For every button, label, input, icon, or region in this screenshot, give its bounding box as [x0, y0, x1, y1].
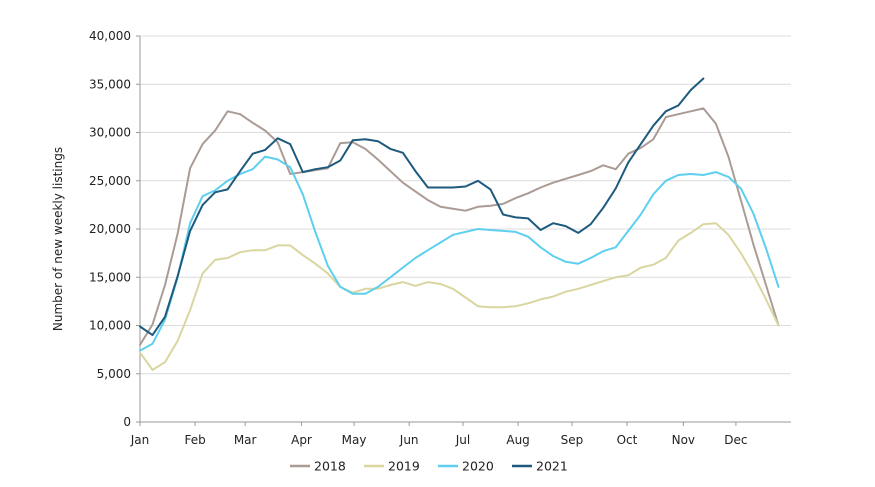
y-tick-label: 25,000	[89, 174, 131, 188]
y-tick-label: 40,000	[89, 29, 131, 43]
legend-label-2018: 2018	[314, 459, 346, 474]
legend-label-2019: 2019	[388, 459, 420, 474]
y-tick-labels: 0 5,000 10,000 15,000 20,000 25,000 30,000 35,0…	[89, 29, 140, 429]
y-tick-label: 10,000	[89, 319, 131, 333]
x-tick-label: Jan	[130, 433, 150, 447]
y-tick-label: 20,000	[89, 222, 131, 236]
x-tick-label: Mar	[234, 433, 257, 447]
series-lines	[139, 77, 780, 371]
x-tick-label: Nov	[672, 433, 695, 447]
y-tick-label: 15,000	[89, 270, 131, 284]
y-tick-label: 35,000	[89, 77, 131, 91]
legend-label-2020: 2020	[462, 459, 494, 474]
y-axis-title: Number of new weekly listings	[51, 147, 65, 331]
x-tick-label: Apr	[291, 433, 312, 447]
series-line-2019	[139, 222, 780, 371]
x-tick-label: Sep	[561, 433, 584, 447]
x-tick-label: Feb	[184, 433, 205, 447]
series-line-2018	[139, 107, 780, 346]
series-line-2021	[139, 77, 705, 337]
y-tick-label: 30,000	[89, 126, 131, 140]
gridlines	[140, 35, 791, 375]
x-tick-label: Oct	[617, 433, 638, 447]
x-tick-labels: Jan Feb Mar Apr May Jun Jul Aug Sep Oct Nov Dec	[130, 422, 748, 447]
y-tick-label: 0	[123, 415, 131, 429]
x-tick-label: May	[342, 433, 367, 447]
x-tick-label: Jul	[455, 433, 470, 447]
y-tick-label: 5,000	[97, 367, 131, 381]
series-line-2020	[139, 155, 780, 352]
x-tick-label: Jun	[399, 433, 419, 447]
legend-label-2021: 2021	[536, 459, 568, 474]
legend: 2018 2019 2020 2021	[290, 459, 568, 474]
x-tick-label: Dec	[724, 433, 747, 447]
x-tick-label: Aug	[506, 433, 529, 447]
